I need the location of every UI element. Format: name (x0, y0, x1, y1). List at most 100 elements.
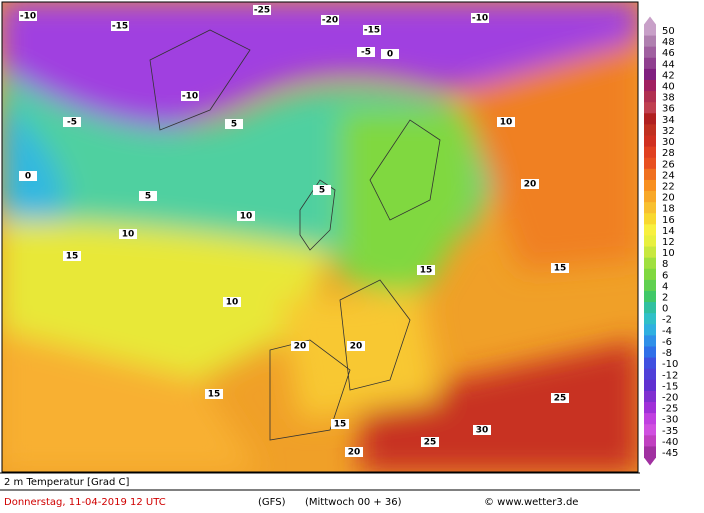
contour-label-box (473, 425, 491, 435)
colorbar: 5048464442403836343230282624222018161412… (644, 16, 678, 466)
contour-label: 20 (350, 342, 363, 352)
colorbar-swatch (644, 290, 656, 303)
contour-label: 25 (554, 394, 567, 404)
contour-label: 20 (294, 342, 307, 352)
colorbar-label: 16 (662, 215, 675, 226)
contour-label-box (551, 393, 569, 403)
map: -10 -15 -25 -20 -10 -15 -10 -5 -5 0 5 0 10 10 5 5 10 15 15… (2, 2, 638, 472)
contour-label: 30 (476, 426, 489, 436)
contour-label-box (19, 171, 37, 181)
colorbar-label: 8 (662, 259, 668, 270)
colorbar-swatch (644, 246, 656, 259)
colorbar-label: 18 (662, 204, 675, 215)
colorbar-label: 34 (662, 115, 675, 126)
footer-title: 2 m Temperatur [Grad C] (4, 477, 129, 488)
contour-label-box (111, 21, 129, 31)
colorbar-swatch (644, 168, 656, 181)
colorbar-label: 26 (662, 159, 675, 170)
contour-label: -5 (67, 118, 77, 128)
colorbar-swatch (644, 91, 656, 103)
contour-label: 20 (348, 448, 361, 458)
footer-run: (Mittwoch 00 + 36) (305, 497, 402, 508)
colorbar-label: 14 (662, 226, 675, 237)
colorbar-label: 40 (662, 82, 675, 93)
contour-label: 10 (122, 230, 135, 240)
colorbar-swatch (644, 302, 656, 314)
contour-label: 5 (319, 186, 325, 196)
colorbar-swatch (644, 446, 656, 459)
contour-label-box (551, 263, 569, 273)
contour-label: -15 (112, 22, 128, 32)
colorbar-swatch (644, 202, 656, 214)
colorbar-swatch (644, 346, 656, 359)
contour-label-box (225, 119, 243, 129)
contour-label-box (421, 437, 439, 447)
contour-label: 20 (524, 180, 537, 190)
colorbar-swatch (644, 35, 656, 48)
contour-label-box (321, 15, 339, 25)
contour-label-box (139, 191, 157, 201)
colorbar-swatch (644, 390, 656, 403)
colorbar-swatch (644, 46, 656, 59)
colorbar-swatch (644, 268, 656, 281)
colorbar-swatch (644, 435, 656, 447)
footer-model: (GFS) (258, 497, 286, 508)
colorbar-swatch (644, 424, 656, 436)
colorbar-swatch (644, 257, 656, 270)
colorbar-swatch (644, 179, 656, 192)
colorbar-label: 46 (662, 48, 675, 59)
colorbar-swatch (644, 24, 656, 37)
contour-label: -10 (20, 12, 36, 22)
colorbar-label: -40 (662, 437, 678, 448)
contour-label-box (471, 13, 489, 23)
footer-date: Donnerstag, 11-04-2019 12 UTC (4, 497, 166, 508)
colorbar-label: -8 (662, 348, 672, 359)
contour-label: 5 (145, 192, 151, 202)
colorbar-label: 6 (662, 270, 668, 281)
colorbar-swatch (644, 57, 656, 70)
colorbar-label: 20 (662, 193, 675, 204)
colorbar-swatch (644, 357, 656, 370)
coastline (149, 29, 441, 441)
colorbar-end (644, 457, 656, 466)
contour-label: -10 (182, 92, 198, 102)
contour-label-box (63, 117, 81, 127)
colorbar-label: 32 (662, 126, 675, 137)
colorbar-label: 30 (662, 137, 675, 148)
colorbar-label: -20 (662, 392, 678, 403)
contour-label-box (357, 47, 375, 57)
colorbar-label: 28 (662, 148, 675, 159)
colorbar-swatch (644, 135, 656, 148)
contour-label-box (63, 251, 81, 261)
colorbar-swatch (644, 313, 656, 325)
contour-label-box (331, 419, 349, 429)
footer-credit: © www.wetter3.de (484, 497, 578, 508)
colorbar-swatch (644, 279, 656, 292)
contour-label: 5 (231, 120, 237, 130)
contour-label: -5 (361, 48, 371, 58)
contour-label-box (205, 389, 223, 399)
contour-label-box (521, 179, 539, 189)
contour-label-box (19, 11, 37, 21)
colorbar-swatch (644, 124, 656, 136)
contour-label-box (291, 341, 309, 351)
colorbar-swatch (644, 157, 656, 170)
colorbar-swatch (644, 102, 656, 114)
contour-label: 15 (66, 252, 79, 262)
contour-label: 0 (387, 50, 393, 60)
colorbar-swatch (644, 146, 656, 159)
contour-label-box (313, 185, 331, 195)
colorbar-label: -25 (662, 404, 678, 415)
colorbar-swatch (644, 413, 656, 425)
colorbar-label: -6 (662, 337, 672, 348)
colorbar-swatch (644, 335, 656, 347)
colorbar-label: -30 (662, 415, 678, 426)
contour-label-box (223, 297, 241, 307)
contour-labels: -10 -15 -25 -20 -10 -15 -10 -5 -5 0 5 0 10 10 5 5 10 15 15… (19, 5, 569, 458)
contour-label: 25 (424, 438, 437, 448)
colorbar-label: 22 (662, 181, 675, 192)
colorbar-label: 0 (662, 304, 668, 315)
contour-label: 10 (500, 118, 513, 128)
contour-label-box (363, 25, 381, 35)
